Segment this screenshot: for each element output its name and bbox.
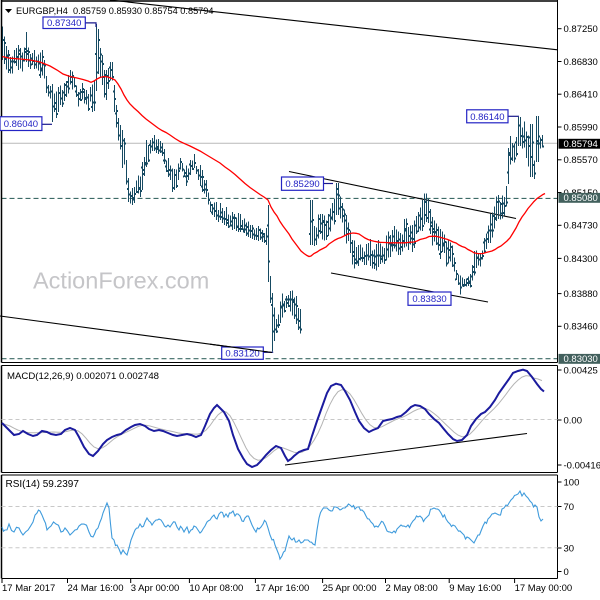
svg-text:10 Apr 08:00: 10 Apr 08:00 [189, 583, 243, 594]
svg-text:0.00425: 0.00425 [564, 365, 598, 376]
svg-text:0.85990: 0.85990 [564, 122, 598, 133]
svg-text:0.85570: 0.85570 [564, 155, 598, 166]
svg-text:17 Mar 2017: 17 Mar 2017 [2, 583, 55, 594]
svg-text:17 Apr 16:00: 17 Apr 16:00 [255, 583, 309, 594]
svg-text:25 Apr 00:00: 25 Apr 00:00 [323, 583, 377, 594]
svg-text:0.83830: 0.83830 [412, 294, 446, 305]
svg-text:0.83120: 0.83120 [225, 349, 259, 360]
svg-text:0.86040: 0.86040 [4, 119, 38, 130]
svg-text:0.83880: 0.83880 [564, 289, 598, 300]
svg-text:0.87250: 0.87250 [564, 24, 598, 35]
svg-text:0.00: 0.00 [564, 415, 583, 426]
svg-text:0.85290: 0.85290 [285, 179, 319, 190]
svg-text:3 Apr 00:00: 3 Apr 00:00 [131, 583, 180, 594]
svg-text:0.83030: 0.83030 [564, 354, 598, 365]
svg-text:0.84730: 0.84730 [564, 221, 598, 232]
svg-text:0.86830: 0.86830 [564, 57, 598, 68]
svg-text:9 May 16:00: 9 May 16:00 [449, 583, 501, 594]
svg-text:24 Mar 16:00: 24 Mar 16:00 [68, 583, 124, 594]
svg-text:0.83460: 0.83460 [564, 322, 598, 333]
svg-text:0.86410: 0.86410 [564, 90, 598, 101]
svg-text:100: 100 [564, 477, 580, 488]
svg-text:0.85794: 0.85794 [564, 139, 598, 150]
svg-text:RSI(14) 59.2397: RSI(14) 59.2397 [6, 479, 80, 490]
svg-text:30: 30 [564, 543, 575, 554]
svg-text:70: 70 [564, 502, 575, 513]
svg-text:ActionForex.com: ActionForex.com [33, 268, 209, 294]
svg-text:-0.004167: -0.004167 [564, 460, 600, 471]
svg-text:0.87340: 0.87340 [47, 18, 81, 29]
svg-text:0.85080: 0.85080 [564, 193, 598, 204]
svg-text:0.84300: 0.84300 [564, 254, 598, 265]
svg-text:2 May 08:00: 2 May 08:00 [386, 583, 438, 594]
svg-text:EURGBP,H4 0.85759 0.85930 0.8: EURGBP,H4 0.85759 0.85930 0.85754 0.8579… [16, 6, 214, 16]
svg-text:MACD(12,26,9) 0.002071 0.00274: MACD(12,26,9) 0.002071 0.002748 [7, 371, 159, 382]
svg-text:17 May 00:00: 17 May 00:00 [515, 583, 573, 594]
svg-text:0: 0 [564, 567, 569, 578]
svg-text:0.86140: 0.86140 [470, 112, 504, 123]
